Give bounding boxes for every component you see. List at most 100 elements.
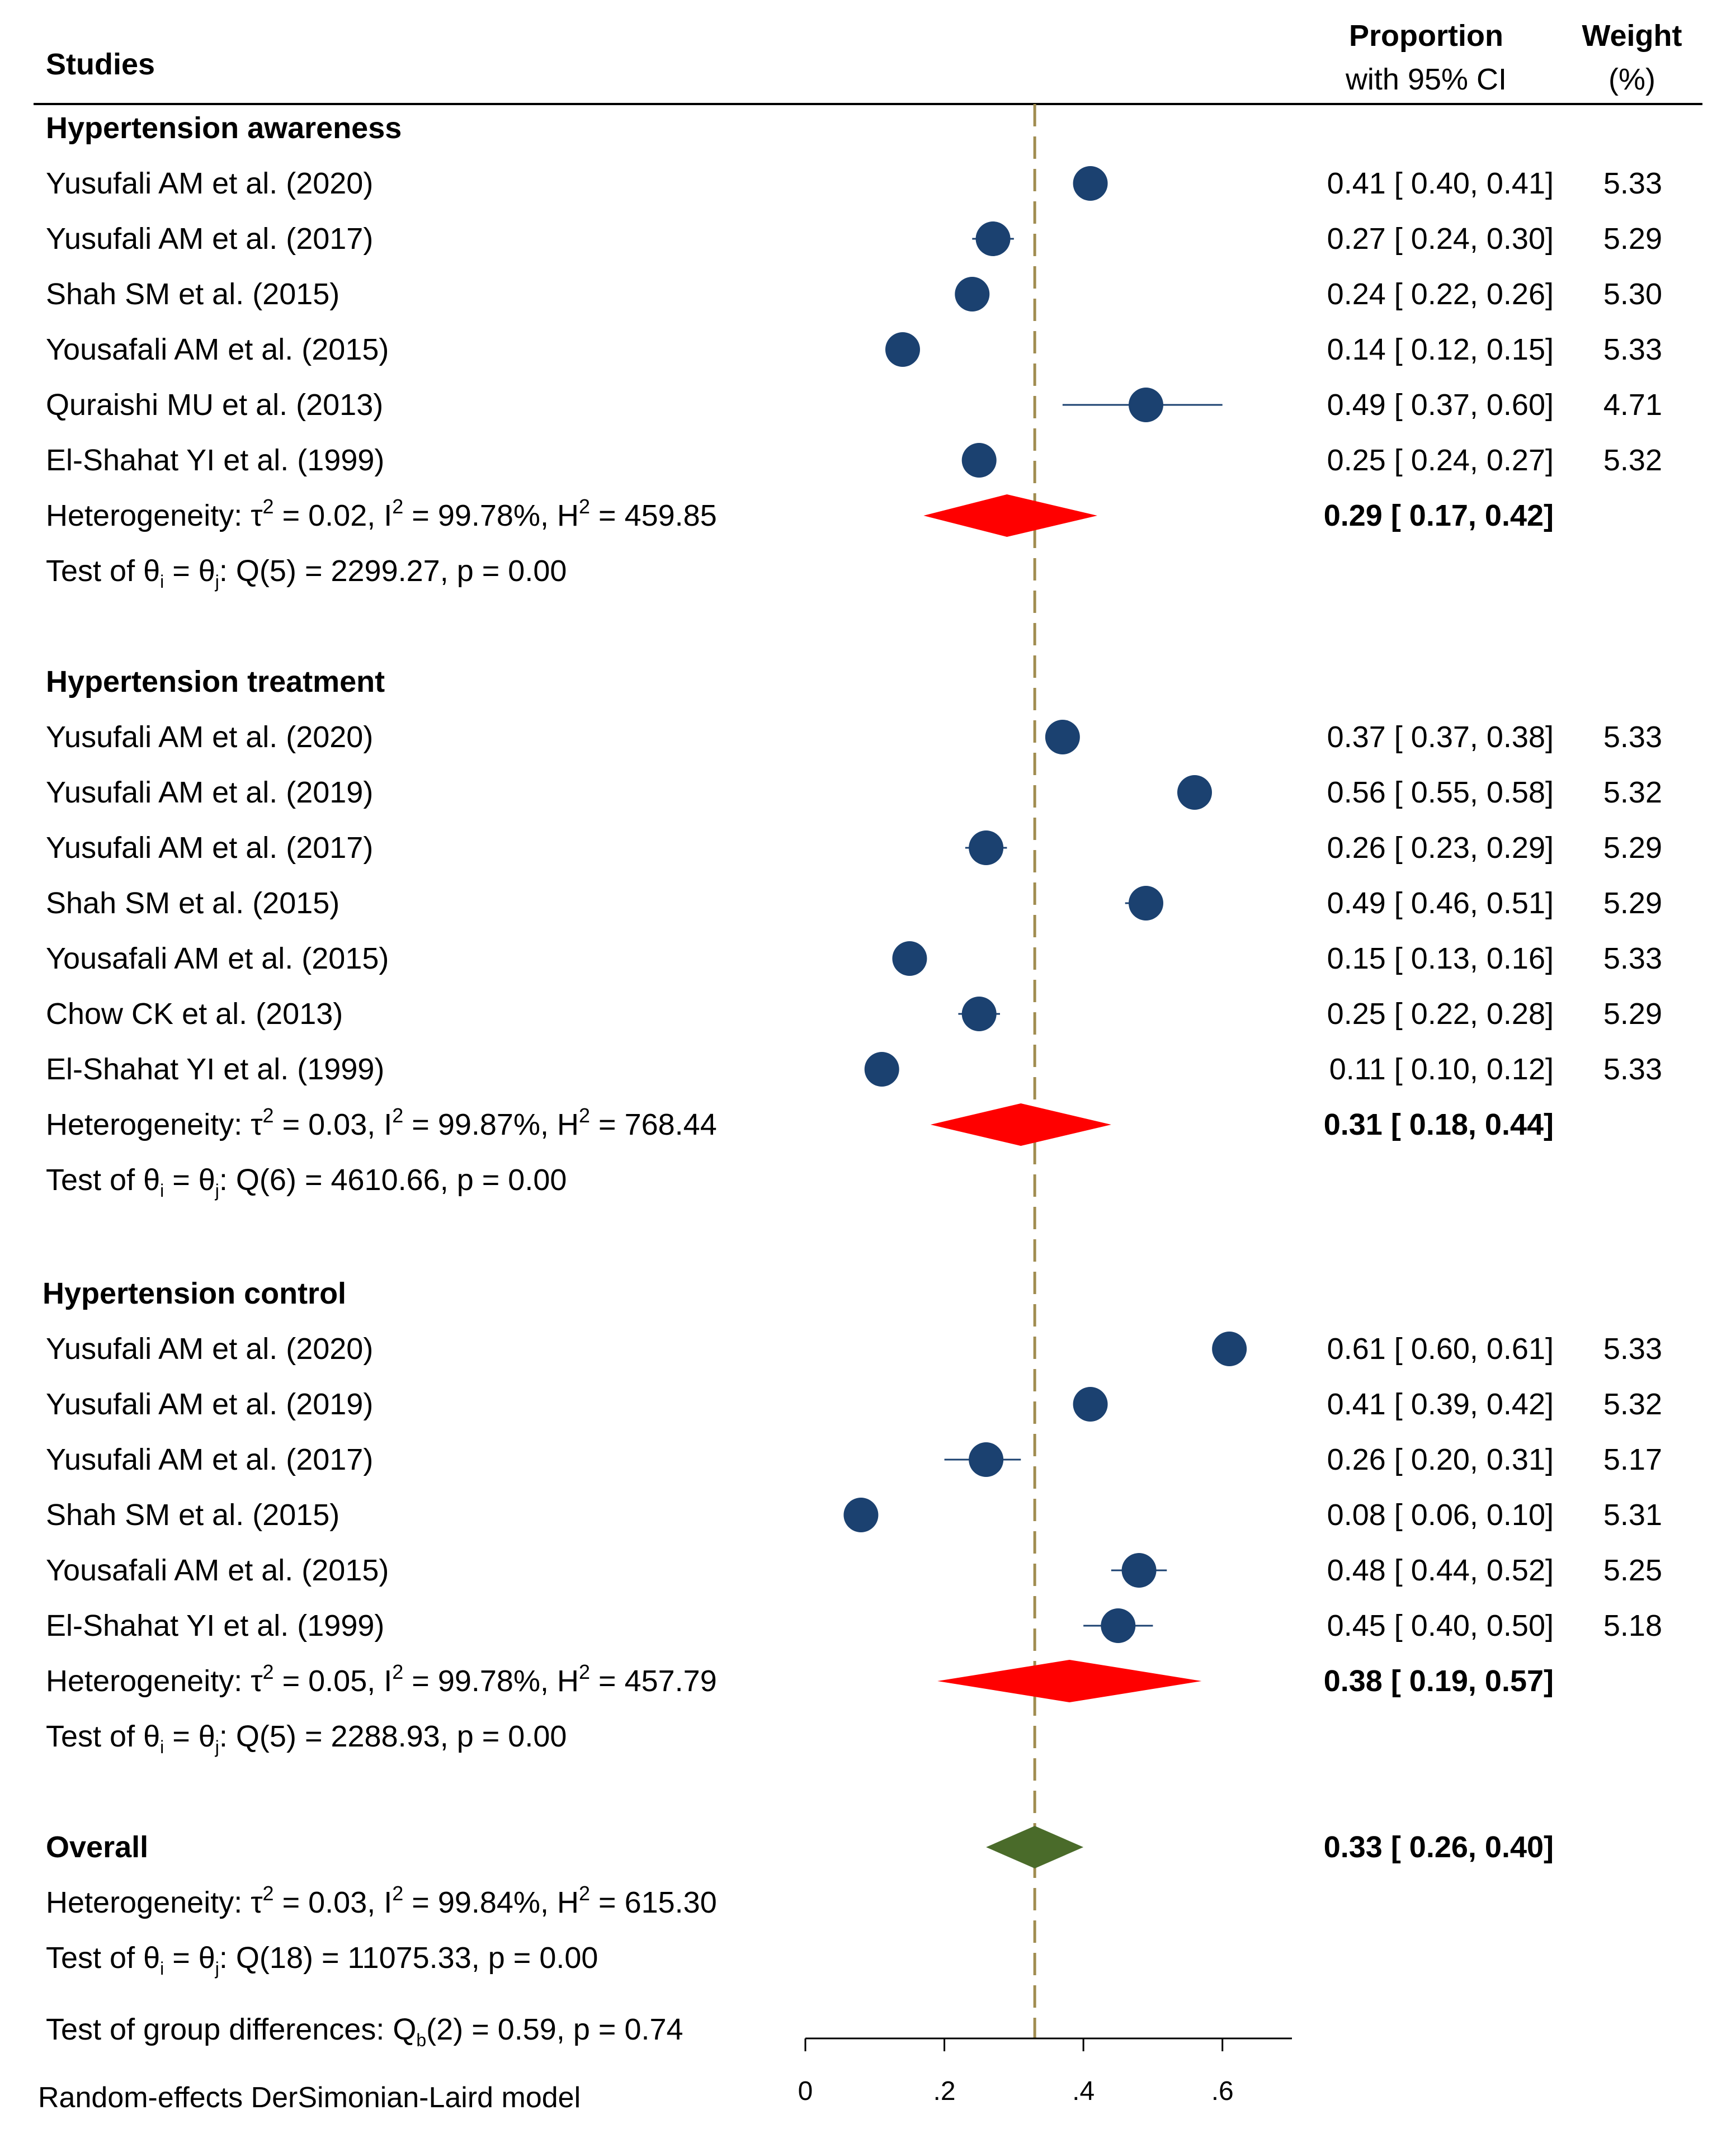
study-estimate-marker [1129, 886, 1163, 921]
study-estimate-marker [1073, 166, 1108, 201]
study-weight: 5.29 [1603, 997, 1662, 1031]
heterogeneity-stats: Heterogeneity: τ2 = 0.03, I2 = 99.84%, H… [46, 1882, 717, 1919]
study-estimate-marker [1121, 1553, 1157, 1588]
study-ci-text: 0.27 [ 0.24, 0.30] [1327, 222, 1554, 256]
study-weight: 5.29 [1603, 886, 1662, 920]
study-label: Quraishi MU et al. (2013) [46, 388, 383, 422]
study-label: Yusufali AM et al. (2017) [46, 831, 373, 865]
study-ci-text: 0.11 [ 0.10, 0.12] [1329, 1052, 1554, 1086]
study-ci-text: 0.41 [ 0.39, 0.42] [1327, 1387, 1554, 1421]
group-title: Hypertension treatment [46, 665, 385, 698]
study-ci-text: 0.49 [ 0.37, 0.60] [1327, 388, 1554, 422]
study-ci-text: 0.14 [ 0.12, 0.15] [1327, 333, 1554, 366]
study-estimate-marker [864, 1052, 899, 1087]
subgroup-pooled-ci: 0.31 [ 0.18, 0.44] [1324, 1108, 1554, 1141]
study-label: Shah SM et al. (2015) [46, 1498, 339, 1532]
study-estimate-marker [1212, 1332, 1247, 1366]
x-axis-tick-label: .2 [933, 2076, 956, 2106]
header-weight-unit: (%) [1608, 63, 1655, 96]
study-weight: 5.29 [1603, 222, 1662, 256]
study-ci-text: 0.37 [ 0.37, 0.38] [1327, 720, 1554, 754]
study-estimate-marker [1177, 775, 1212, 810]
study-estimate-marker [955, 277, 990, 311]
study-label: Yousafali AM et al. (2015) [46, 1554, 389, 1587]
study-estimate-marker [885, 332, 920, 367]
study-estimate-marker [961, 997, 997, 1031]
study-ci-text: 0.25 [ 0.22, 0.28] [1327, 997, 1554, 1031]
study-weight: 5.17 [1603, 1443, 1662, 1476]
study-weight: 5.32 [1603, 1387, 1662, 1421]
model-note: Random-effects DerSimonian-Laird model [38, 2081, 581, 2114]
overall-title: Overall [46, 1830, 148, 1864]
study-weight: 5.33 [1603, 720, 1662, 754]
heterogeneity-stats: Heterogeneity: τ2 = 0.03, I2 = 99.87%, H… [46, 1104, 717, 1141]
study-label: Yusufali AM et al. (2017) [46, 1443, 373, 1476]
subgroup-pooled-diamond [937, 1660, 1202, 1702]
study-label: Yusufali AM et al. (2017) [46, 222, 373, 256]
study-estimate-marker [975, 221, 1011, 256]
study-weight: 5.31 [1603, 1498, 1662, 1532]
subgroup-pooled-ci: 0.29 [ 0.17, 0.42] [1324, 499, 1554, 532]
study-ci-text: 0.41 [ 0.40, 0.41] [1327, 167, 1554, 200]
study-estimate-marker [961, 443, 997, 478]
study-label: El-Shahat YI et al. (1999) [46, 1052, 384, 1086]
header-studies: Studies [46, 48, 155, 81]
study-label: Shah SM et al. (2015) [46, 886, 339, 920]
study-estimate-marker [843, 1498, 879, 1532]
study-weight: 4.71 [1603, 388, 1662, 422]
study-ci-text: 0.25 [ 0.24, 0.27] [1327, 443, 1554, 477]
study-ci-text: 0.24 [ 0.22, 0.26] [1327, 277, 1554, 311]
study-weight: 5.33 [1603, 1052, 1662, 1086]
overall-pooled-ci: 0.33 [ 0.26, 0.40] [1324, 1830, 1554, 1864]
study-label: Yousafali AM et al. (2015) [46, 333, 389, 366]
header-ci: with 95% CI [1345, 63, 1507, 96]
homogeneity-test: Test of θi = θj: Q(18) = 11075.33, p = 0… [46, 1941, 598, 1979]
heterogeneity-stats: Heterogeneity: τ2 = 0.05, I2 = 99.78%, H… [46, 1660, 717, 1698]
study-weight: 5.18 [1603, 1609, 1662, 1642]
study-label: Yusufali AM et al. (2019) [46, 776, 373, 809]
study-ci-text: 0.26 [ 0.23, 0.29] [1327, 831, 1554, 865]
study-label: Yusufali AM et al. (2019) [46, 1387, 373, 1421]
header-proportion: Proportion [1349, 19, 1503, 53]
x-axis-tick-label: .6 [1211, 2076, 1234, 2106]
heterogeneity-stats: Heterogeneity: τ2 = 0.02, I2 = 99.78%, H… [46, 495, 717, 532]
study-label: Yusufali AM et al. (2020) [46, 167, 373, 200]
x-axis-tick-label: .4 [1072, 2076, 1095, 2106]
x-axis-tick-label: 0 [798, 2076, 813, 2106]
study-ci-text: 0.48 [ 0.44, 0.52] [1327, 1554, 1554, 1587]
group-title: Hypertension control [43, 1277, 346, 1310]
homogeneity-test: Test of θi = θj: Q(6) = 4610.66, p = 0.0… [46, 1163, 567, 1201]
study-ci-text: 0.08 [ 0.06, 0.10] [1327, 1498, 1554, 1532]
study-weight: 5.32 [1603, 776, 1662, 809]
study-estimate-marker [969, 1442, 1004, 1477]
study-label: Shah SM et al. (2015) [46, 277, 339, 311]
study-estimate-marker [1101, 1608, 1136, 1643]
header-weight: Weight [1582, 19, 1682, 53]
study-ci-text: 0.15 [ 0.13, 0.16] [1327, 942, 1554, 975]
study-ci-text: 0.49 [ 0.46, 0.51] [1327, 886, 1554, 920]
study-label: Chow CK et al. (2013) [46, 997, 343, 1031]
study-label: Yusufali AM et al. (2020) [46, 1332, 373, 1366]
homogeneity-test: Test of θi = θj: Q(5) = 2288.93, p = 0.0… [46, 1720, 567, 1757]
study-estimate-marker [1045, 720, 1080, 754]
subgroup-pooled-diamond [923, 494, 1097, 537]
study-weight: 5.32 [1603, 443, 1662, 477]
group-title: Hypertension awareness [46, 111, 402, 145]
study-weight: 5.30 [1603, 277, 1662, 311]
study-ci-text: 0.26 [ 0.20, 0.31] [1327, 1443, 1554, 1476]
subgroup-pooled-diamond [930, 1103, 1111, 1146]
study-estimate-marker [892, 941, 927, 976]
study-weight: 5.33 [1603, 167, 1662, 200]
study-weight: 5.29 [1603, 831, 1662, 865]
homogeneity-test: Test of θi = θj: Q(5) = 2299.27, p = 0.0… [46, 554, 567, 592]
study-weight: 5.33 [1603, 333, 1662, 366]
study-weight: 5.33 [1603, 1332, 1662, 1366]
study-weight: 5.25 [1603, 1554, 1662, 1587]
group-differences-test: Test of group differences: Qb(2) = 0.59,… [46, 2013, 683, 2050]
study-ci-text: 0.61 [ 0.60, 0.61] [1327, 1332, 1554, 1366]
overall-pooled-diamond [986, 1826, 1084, 1868]
subgroup-pooled-ci: 0.38 [ 0.19, 0.57] [1324, 1664, 1554, 1698]
study-estimate-marker [1129, 388, 1163, 422]
study-label: El-Shahat YI et al. (1999) [46, 443, 384, 477]
